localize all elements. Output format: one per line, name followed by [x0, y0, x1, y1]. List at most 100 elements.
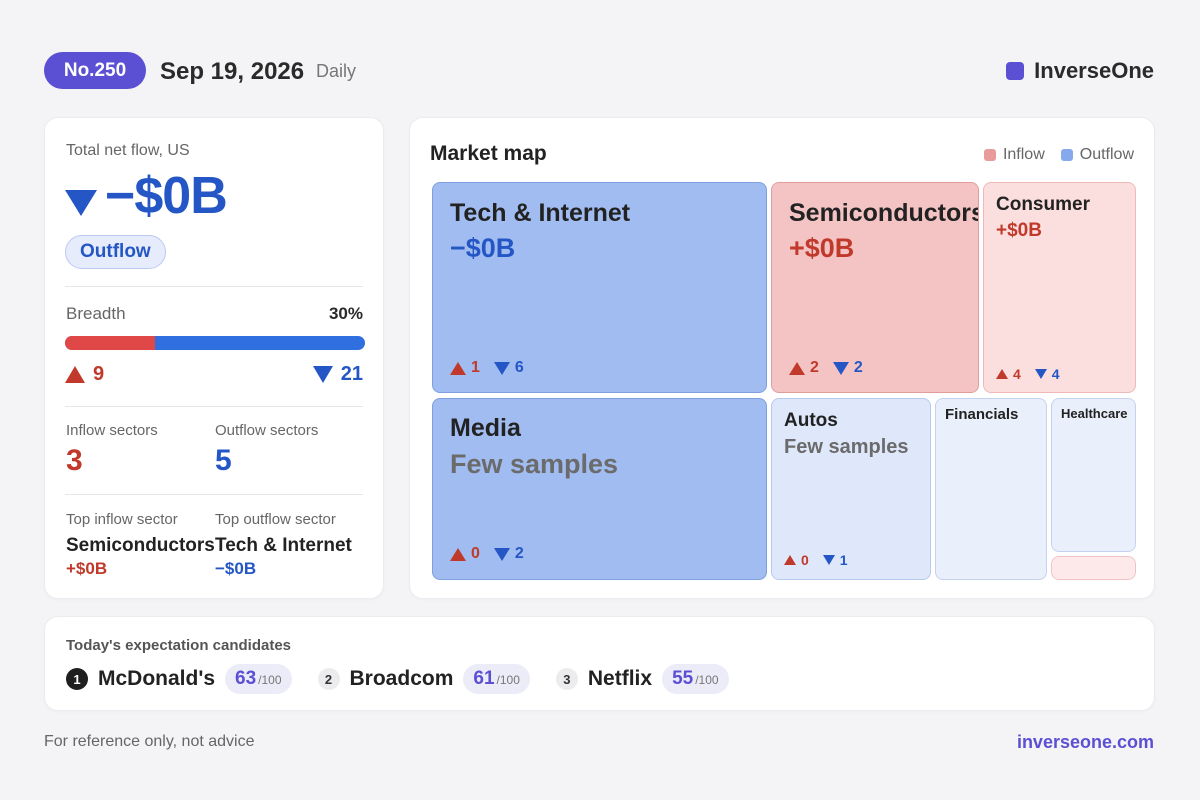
down-triangle-icon — [493, 547, 510, 561]
tile-down-count: 1 — [822, 552, 848, 568]
divider — [65, 406, 363, 407]
tile-tech-internet[interactable]: Tech & Internet −$0B 1 6 — [432, 182, 767, 393]
tile-media[interactable]: Media Few samples 0 2 — [432, 398, 767, 580]
outflow-swatch-icon — [1060, 149, 1073, 161]
tile-value: +$0B — [789, 233, 855, 263]
disclaimer: For reference only, not advice — [44, 733, 255, 750]
breadth-bar — [65, 336, 365, 350]
divider — [65, 494, 363, 495]
rank-badge: 1 — [66, 668, 88, 690]
tile-up-value: 2 — [810, 359, 819, 376]
down-triangle-icon — [822, 555, 835, 565]
brand-logo-icon — [1006, 62, 1025, 80]
market-map-title: Market map — [430, 142, 547, 165]
up-triangle-icon — [65, 366, 85, 383]
down-triangle-icon — [832, 361, 849, 375]
tile-name: Media — [450, 414, 521, 442]
candidate-name: Broadcom — [349, 667, 454, 690]
top-outflow-sector-value: −$0B — [215, 559, 257, 578]
tile-up-count: 4 — [996, 366, 1021, 382]
legend-inflow: Inflow — [983, 146, 1045, 164]
top-inflow-label: Top inflow sector — [66, 511, 178, 528]
candidate-score-badge: 55 /100 — [662, 664, 729, 694]
up-triangle-icon — [450, 361, 466, 375]
breadth-bar-inflow-fill — [65, 336, 155, 350]
report-date: Sep 19, 2026 — [160, 58, 305, 85]
candidate-name: McDonald's — [98, 667, 216, 690]
tile-down-count: 4 — [1034, 366, 1060, 382]
decliners-count: 21 — [312, 363, 363, 386]
score-value: 55 — [672, 668, 694, 689]
tile-counts: 2 2 — [789, 359, 863, 377]
tile-small-inflow[interactable] — [1051, 556, 1136, 580]
candidate-item[interactable]: 3 Netflix 55 /100 — [555, 664, 729, 694]
tile-autos[interactable]: Autos Few samples 0 1 — [771, 398, 931, 580]
tile-up-count: 1 — [450, 359, 480, 377]
inflow-sectors-count: 3 — [66, 444, 83, 477]
top-outflow-label: Top outflow sector — [215, 511, 336, 528]
tile-up-value: 4 — [1013, 366, 1021, 382]
down-triangle-icon — [1034, 369, 1047, 379]
tile-down-value: 1 — [839, 552, 848, 568]
tile-name: Tech & Internet — [450, 199, 631, 227]
up-triangle-icon — [784, 555, 796, 565]
tile-down-count: 6 — [493, 359, 524, 377]
score-max: /100 — [695, 673, 719, 687]
rank-badge: 3 — [555, 668, 578, 690]
tile-up-count: 2 — [789, 359, 819, 377]
tile-value: Few samples — [450, 449, 619, 479]
inflow-sectors-label: Inflow sectors — [66, 422, 158, 439]
tile-consumer[interactable]: Consumer +$0B 4 4 — [983, 182, 1136, 393]
tile-counts: 1 6 — [450, 359, 524, 377]
tile-financials[interactable]: Financials — [935, 398, 1047, 580]
tile-name: Autos — [784, 410, 838, 431]
legend-outflow-label: Outflow — [1079, 146, 1134, 163]
direction-badge: Outflow — [65, 235, 166, 269]
candidate-score-badge: 61 /100 — [463, 664, 530, 694]
brand: InverseOne — [1006, 58, 1154, 84]
tile-down-count: 2 — [832, 359, 863, 377]
brand-name: InverseOne — [1034, 58, 1154, 83]
score-value: 61 — [473, 668, 495, 689]
expectation-candidates-card: Today's expectation candidates 1 McDonal… — [44, 616, 1155, 711]
tile-down-count: 2 — [493, 545, 524, 563]
tile-name: Financials — [945, 406, 1019, 423]
divider — [65, 286, 363, 287]
breadth-percent: 30% — [328, 304, 363, 323]
tile-healthcare[interactable]: Healthcare — [1051, 398, 1136, 552]
breadth-label: Breadth — [66, 304, 126, 323]
candidate-name: Netflix — [587, 667, 653, 690]
tile-name: Consumer — [996, 194, 1090, 215]
candidate-item[interactable]: 2 Broadcom 61 /100 — [317, 664, 530, 694]
score-max: /100 — [496, 673, 520, 687]
down-arrow-icon — [65, 190, 97, 216]
report-frequency: Daily — [316, 61, 357, 81]
candidates-list: 1 McDonald's 63 /100 2 Broadcom 61 /100 … — [66, 664, 729, 694]
top-outflow-sector-name: Tech & Internet — [215, 535, 352, 556]
advancers-value: 9 — [93, 363, 105, 385]
candidate-item[interactable]: 1 McDonald's 63 /100 — [66, 664, 292, 694]
tile-up-value: 1 — [471, 359, 480, 376]
tile-name: Semiconductors — [789, 199, 979, 227]
top-inflow-sector-name: Semiconductors — [66, 535, 215, 556]
score-value: 63 — [235, 668, 257, 689]
tile-value: Few samples — [784, 436, 909, 458]
tile-up-value: 0 — [801, 552, 809, 568]
net-flow-summary-card: Total net flow, US −$0B Outflow Breadth … — [44, 117, 384, 599]
legend-outflow: Outflow — [1060, 146, 1134, 164]
tile-up-count: 0 — [450, 545, 480, 563]
tile-down-value: 2 — [514, 545, 524, 562]
tile-counts: 0 1 — [784, 552, 848, 568]
up-triangle-icon — [996, 369, 1008, 379]
tile-up-value: 0 — [471, 545, 480, 562]
inflow-swatch-icon — [983, 149, 996, 161]
tile-counts: 4 4 — [996, 366, 1060, 382]
tile-semiconductors[interactable]: Semiconductors +$0B 2 2 — [771, 182, 979, 393]
down-triangle-icon — [312, 366, 333, 383]
rank-badge: 2 — [317, 668, 340, 690]
website-link[interactable]: inverseone.com — [1016, 732, 1154, 752]
outflow-sectors-label: Outflow sectors — [215, 422, 319, 439]
down-triangle-icon — [493, 361, 510, 375]
tile-value: +$0B — [996, 220, 1042, 241]
net-flow-value: −$0B — [65, 166, 228, 226]
